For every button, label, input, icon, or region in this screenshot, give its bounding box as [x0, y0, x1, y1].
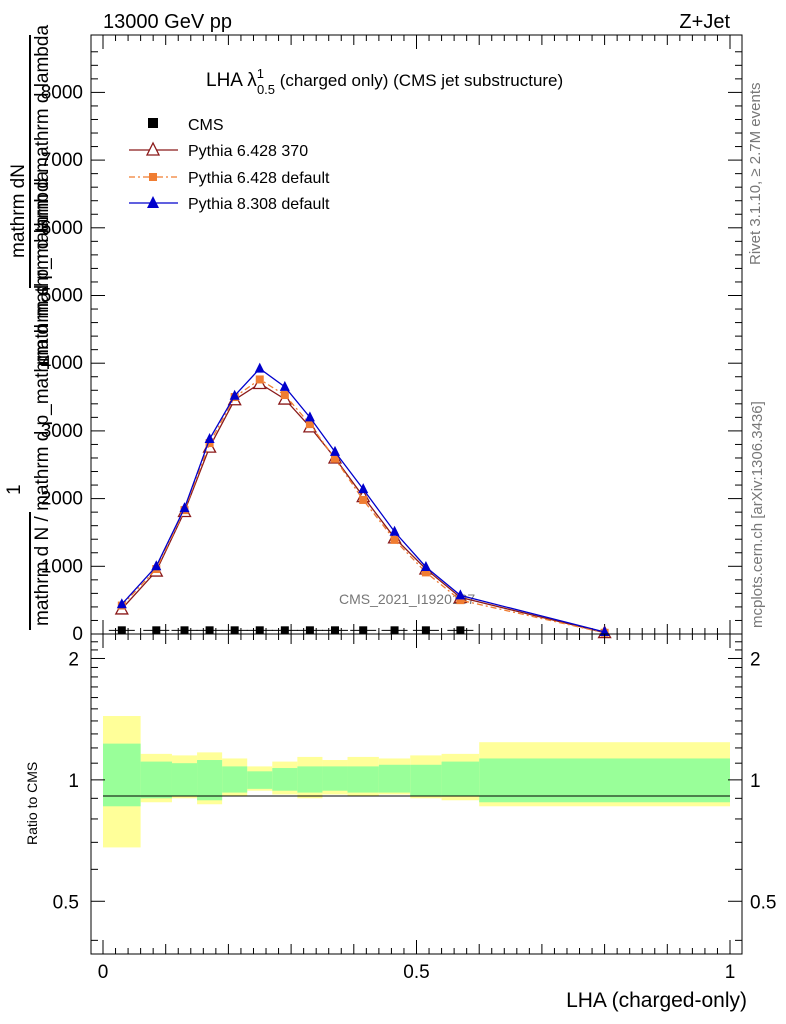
legend-item-pythia6-370: Pythia 6.428 370: [129, 141, 308, 160]
point-pythia-8-308-default: [389, 525, 400, 536]
xtick-label: 1: [725, 962, 736, 983]
mcplots-label: mcplots.cern.ch [arXiv:1306.3436]: [749, 401, 766, 628]
ratio-ytick-label-right: 1: [750, 771, 761, 792]
main-ytick-label: 8000: [41, 82, 83, 103]
ratio-ytick-label: 1: [68, 771, 79, 792]
point-pythia-8-308-default: [229, 389, 240, 400]
xtick-label: 0: [98, 962, 109, 983]
ylabel-line4: mathrm d N / mathrm d p_mathrm d mathrm …: [32, 170, 53, 626]
legend-marker-cms: [148, 118, 158, 128]
process-label: Z+Jet: [679, 11, 730, 33]
ratio-inner-band: [140, 761, 172, 799]
main-title: LHA λ1 0.5 (charged only) (CMS jet substr…: [206, 66, 563, 97]
xaxis-label: LHA (charged-only): [566, 989, 747, 1012]
legend-marker-pythia6-370: [145, 141, 161, 156]
legend-item-pythia8-default: Pythia 8.308 default: [129, 196, 330, 213]
point-pythia-6-428-default: [305, 420, 314, 429]
ratio-inner-band: [103, 743, 141, 807]
point-pythia-8-308-default: [304, 411, 315, 422]
point-pythia-6-428-default: [456, 596, 465, 605]
main-ytick-label: 0: [72, 624, 83, 645]
series-line-pythia-6-428-370: [121, 382, 605, 634]
ratio-inner-band: [297, 766, 323, 793]
legend-label-cms: CMS: [188, 117, 224, 134]
series-line-pythia-6-428-default: [121, 378, 605, 634]
point-pythia-6-428-default: [330, 454, 339, 463]
point-pythia-8-308-default: [279, 380, 290, 391]
ratio-inner-band: [197, 760, 223, 801]
main-ytick-label: 5000: [41, 286, 83, 307]
point-pythia-8-308-default: [116, 598, 127, 609]
point-pythia-8-308-default: [204, 433, 215, 444]
point-pythia-8-308-default: [420, 560, 431, 571]
ylabel-line2: mathrm d p_mathrm d mathrm d lambda: [32, 25, 53, 365]
point-pythia-8-308-default: [254, 362, 265, 373]
ratio-ylabel: Ratio to CMS: [24, 762, 40, 845]
legend: CMS Pythia 6.428 370 Pythia 6.428 defaul…: [129, 117, 330, 213]
legend-label-pythia6-370: Pythia 6.428 370: [188, 143, 308, 160]
title-sub: 0.5: [257, 82, 275, 97]
point-pythia-6-428-default: [205, 439, 214, 448]
main-ytick-label: 6000: [41, 218, 83, 239]
xtick-label: 0.5: [403, 962, 429, 983]
ratio-ytick-label-right: 0.5: [750, 892, 776, 913]
main-ytick-label: 3000: [41, 421, 83, 442]
ylabel-line3: 1: [4, 484, 25, 495]
main-ytick-label: 4000: [41, 353, 83, 374]
point-pythia-8-308-default: [455, 589, 466, 600]
point-pythia-6-428-default: [359, 495, 368, 504]
ratio-inner-band: [272, 768, 298, 791]
point-pythia-6-428-default: [390, 535, 399, 544]
ratio-ytick-label: 0.5: [53, 892, 79, 913]
ratio-inner-band: [247, 771, 273, 789]
point-pythia-6-428-default: [255, 375, 264, 384]
legend-item-cms: CMS: [148, 117, 224, 134]
ratio-inner-band: [441, 761, 480, 797]
legend-label-pythia8-default: Pythia 8.308 default: [188, 196, 330, 213]
point-pythia-6-428-default: [421, 568, 430, 577]
point-pythia-8-308-default: [358, 483, 369, 494]
legend-item-pythia6-default: Pythia 6.428 default: [129, 170, 330, 187]
title-sup: 1: [257, 66, 264, 81]
ratio-inner-band: [222, 766, 248, 793]
legend-label-pythia6-default: Pythia 6.428 default: [188, 170, 330, 187]
ratio-inner-band: [410, 764, 442, 797]
point-pythia-8-308-default: [599, 625, 610, 636]
analysis-watermark: CMS_2021_I1920187: [339, 591, 475, 607]
main-ytick-label: 2000: [41, 489, 83, 510]
ratio-inner-band: [171, 763, 198, 797]
series-line-pythia-8-308-default: [121, 367, 605, 633]
point-pythia-8-308-default: [329, 445, 340, 456]
energy-label: 13000 GeV pp: [103, 11, 232, 33]
ratio-inner-band: [479, 758, 730, 803]
main-ytick-label: 1000: [41, 556, 83, 577]
main-ytick-label: 7000: [41, 150, 83, 171]
ratio-ytick-label: 2: [68, 649, 79, 670]
ratio-ytick-label-right: 2: [750, 649, 761, 670]
point-pythia-6-428-default: [280, 391, 289, 400]
point-pythia-8-308-default: [179, 502, 190, 513]
legend-marker-pythia8-default: [147, 196, 159, 208]
ratio-inner-band: [322, 766, 348, 791]
ylabel-line1: mathrm dN: [8, 164, 29, 258]
title-prefix: LHA λ: [206, 70, 257, 91]
ratio-inner-band: [378, 764, 411, 793]
ratio-inner-band: [347, 766, 379, 793]
point-pythia-8-308-default: [151, 560, 162, 571]
rivet-label: Rivet 3.1.10, ≥ 2.7M events: [747, 83, 764, 266]
legend-marker-pythia6-default: [149, 173, 157, 181]
title-suffix: (charged only) (CMS jet substructure): [275, 71, 563, 90]
